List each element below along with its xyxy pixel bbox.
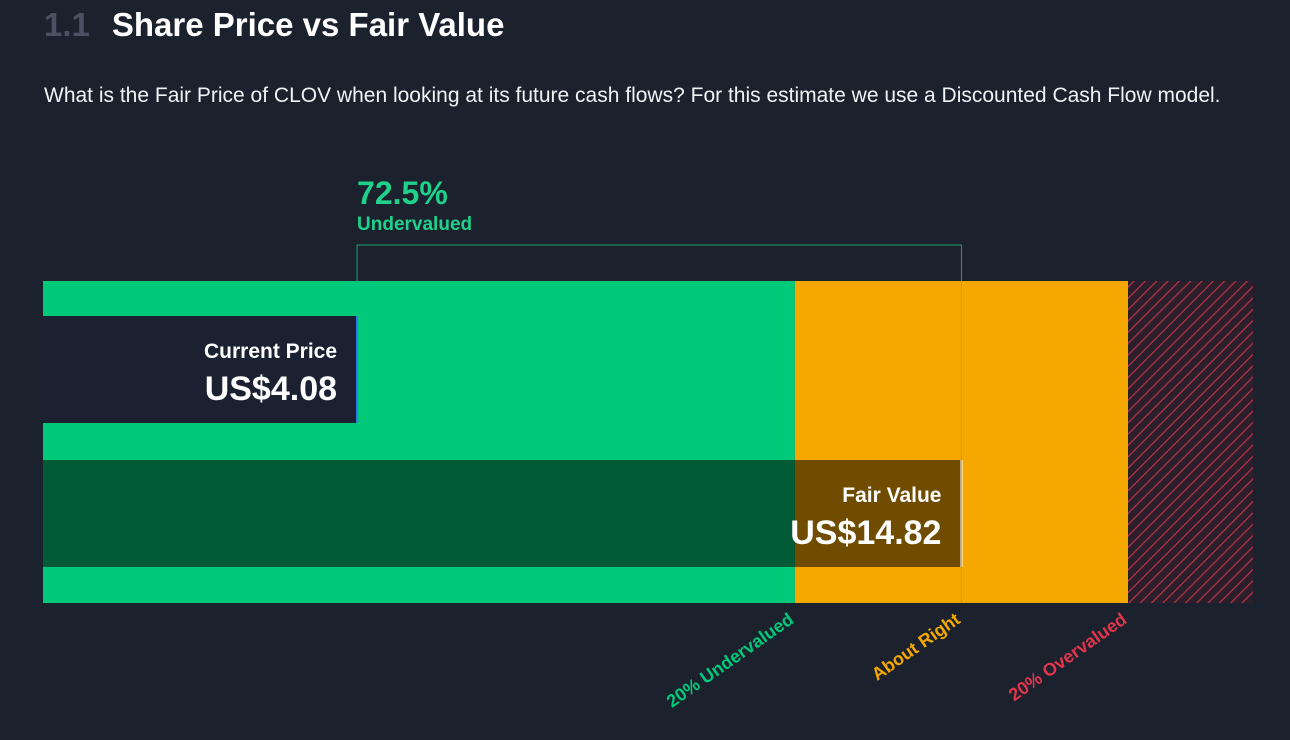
section-title: Share Price vs Fair Value: [111, 6, 505, 43]
overvalued-zone: [1128, 281, 1253, 603]
section-number: 1.1: [44, 6, 90, 43]
threshold-label: 20% Overvalued: [1005, 609, 1130, 705]
threshold-label: About Right: [868, 609, 964, 684]
discount-bracket: [356, 244, 962, 603]
description: What is the Fair Price of CLOV when look…: [44, 84, 1221, 107]
discount-value: 72.5%: [357, 175, 448, 211]
discount-label: Undervalued: [357, 214, 472, 235]
threshold-label: 20% Undervalued: [663, 609, 797, 711]
bar-name: Fair Value: [842, 484, 941, 507]
bar-name: Current Price: [204, 340, 337, 363]
bar-value: US$14.82: [790, 514, 941, 552]
bar-value: US$4.08: [205, 370, 337, 408]
section-header: 1.1 Share Price vs Fair Value: [44, 6, 504, 44]
value-bar: [43, 316, 358, 423]
value-bar: [43, 460, 962, 567]
